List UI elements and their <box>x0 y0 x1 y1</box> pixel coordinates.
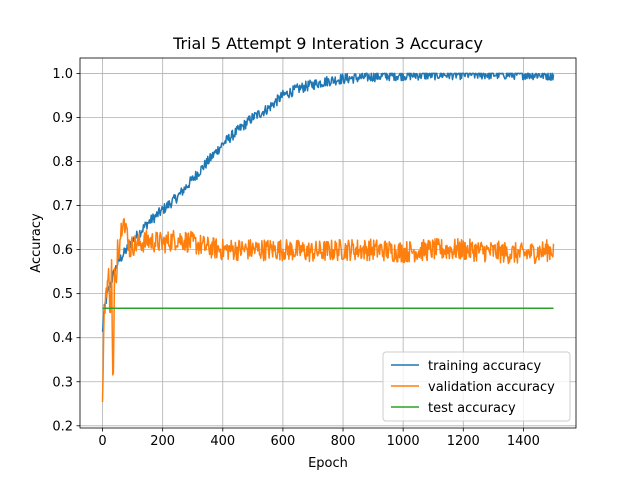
y-tick-label: 0.7 <box>52 199 73 214</box>
x-tick-label: 800 <box>331 434 356 449</box>
series-line-0 <box>101 72 555 332</box>
x-tick-label: 1000 <box>387 434 420 449</box>
axis-ticks: 0 200 400 600 800 1000 1200 1400 0.2 0.3 0.4 0.5 0.6… <box>52 67 540 449</box>
y-tick-label: 0.2 <box>52 419 73 434</box>
legend-label-validation: validation accuracy <box>428 380 555 395</box>
legend: training accuracy validation accuracy te… <box>382 351 571 422</box>
x-tick-label: 200 <box>150 434 175 449</box>
y-tick-label: 1.0 <box>52 67 73 82</box>
plot-frame <box>79 57 577 429</box>
x-axis-label: Epoch <box>308 456 348 471</box>
series-layer <box>101 72 555 403</box>
legend-label-training: training accuracy <box>428 359 541 374</box>
y-tick-label: 0.6 <box>52 243 73 258</box>
y-tick-label: 0.4 <box>52 331 73 346</box>
legend-label-test: test accuracy <box>428 401 516 416</box>
y-axis-label: Accuracy <box>29 213 44 273</box>
x-tick-label: 400 <box>210 434 235 449</box>
y-tick-label: 0.3 <box>52 375 73 390</box>
x-tick-label: 600 <box>270 434 295 449</box>
legend-box <box>382 351 571 422</box>
y-tick-label: 0.9 <box>52 111 73 126</box>
x-tick-label: 1200 <box>447 434 480 449</box>
chart-title: Trial 5 Attempt 9 Interation 3 Accuracy <box>172 34 483 53</box>
y-tick-label: 0.5 <box>52 287 73 302</box>
x-tick-label: 0 <box>98 434 106 449</box>
series-line-1 <box>101 218 555 403</box>
y-tick-label: 0.8 <box>52 155 73 170</box>
x-tick-label: 1400 <box>507 434 540 449</box>
